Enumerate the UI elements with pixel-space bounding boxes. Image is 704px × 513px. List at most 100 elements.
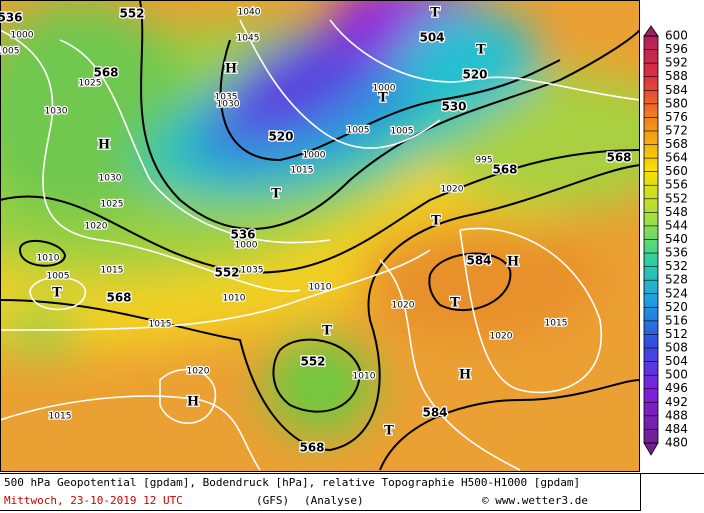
pressure-label: 1005 xyxy=(0,47,19,57)
pressure-center: T xyxy=(431,214,441,229)
geopotential-label: 536 xyxy=(230,228,255,242)
pressure-label: 1030 xyxy=(99,174,122,184)
pressure-center: H xyxy=(459,368,471,383)
pressure-label: 1010 xyxy=(353,372,376,382)
pressure-label: 1010 xyxy=(37,254,60,264)
colorbar-label: 576 xyxy=(665,110,688,124)
colorbar-label: 580 xyxy=(665,96,688,110)
pressure-label: 1020 xyxy=(187,367,210,377)
pressure-label: 1000 xyxy=(373,84,396,94)
geopotential-label: 568 xyxy=(299,441,324,455)
pressure-label: 1005 xyxy=(47,272,70,282)
colorbar-arrow-top xyxy=(643,25,659,37)
pressure-label: 1015 xyxy=(149,320,172,330)
pressure-label: 1035 xyxy=(215,93,238,103)
pressure-label: 1045 xyxy=(237,34,260,44)
colorbar-label: 480 xyxy=(665,436,688,450)
pressure-label: 1030 xyxy=(217,100,240,110)
colorbar-label: 572 xyxy=(665,123,688,137)
pressure-isobars xyxy=(0,19,640,471)
pressure-label: 1000 xyxy=(303,151,326,161)
colorbar-label: 488 xyxy=(665,408,688,422)
pressure-label: 1040 xyxy=(238,8,261,18)
pressure-center: H xyxy=(187,395,199,410)
geopotential-label: 536 xyxy=(0,11,23,25)
geopotential-label: 520 xyxy=(462,68,487,82)
colorbar-label: 568 xyxy=(665,137,688,151)
map-frame xyxy=(0,0,640,472)
geopotential-label: 584 xyxy=(466,254,491,268)
pressure-center: H xyxy=(225,62,237,77)
footer-date: Mittwoch, 23-10-2019 12 UTC xyxy=(4,494,183,507)
geopotential-contours xyxy=(0,0,640,471)
geopotential-label: 568 xyxy=(492,163,517,177)
geopotential-label: 552 xyxy=(300,355,325,369)
colorbar-label: 540 xyxy=(665,232,688,246)
pressure-center: T xyxy=(322,324,332,339)
colorbar-label: 512 xyxy=(665,327,688,341)
pressure-label: 1005 xyxy=(347,126,370,136)
pressure-center: T xyxy=(476,43,486,58)
geopotential-label: 520 xyxy=(268,130,293,144)
pressure-label: 1005 xyxy=(391,127,414,137)
colorbar-label: 484 xyxy=(665,422,688,436)
geopotential-label: 552 xyxy=(214,266,239,280)
colorbar-label: 600 xyxy=(665,29,688,43)
pressure-label: 1020 xyxy=(490,332,513,342)
colorbar-label: 564 xyxy=(665,151,688,165)
pressure-label: 1020 xyxy=(392,301,415,311)
colorbar-label: 584 xyxy=(665,83,688,97)
geopotential-label: 584 xyxy=(422,406,447,420)
colorbar-label: 556 xyxy=(665,178,688,192)
colorbar-label: 552 xyxy=(665,191,688,205)
geopotential-label: 504 xyxy=(419,31,444,45)
geopotential-label: 568 xyxy=(106,291,131,305)
pressure-center: H xyxy=(507,255,519,270)
geopotential-label: 530 xyxy=(441,100,466,114)
pressure-center: T xyxy=(450,296,460,311)
colorbar-label: 496 xyxy=(665,381,688,395)
pressure-label: 1020 xyxy=(85,222,108,232)
colorbar-label: 532 xyxy=(665,259,688,273)
colorbar-label: 536 xyxy=(665,246,688,260)
footer-credit: © www.wetter3.de xyxy=(482,494,588,507)
footer-description: 500 hPa Geopotential [gpdam], Bodendruck… xyxy=(4,476,580,489)
colorbar-arrow-bottom xyxy=(643,442,659,456)
colorbar-label: 544 xyxy=(665,218,688,232)
pressure-label: 1015 xyxy=(101,266,124,276)
colorbar-label: 524 xyxy=(665,286,688,300)
colorbar-label: 520 xyxy=(665,300,688,314)
pressure-label: 1015 xyxy=(545,319,568,329)
footer-run: (Analyse) xyxy=(304,494,364,507)
colorbar-label: 528 xyxy=(665,273,688,287)
colorbar-label: 560 xyxy=(665,164,688,178)
pressure-label: 1015 xyxy=(291,166,314,176)
pressure-label: 1025 xyxy=(79,79,102,89)
colorbar-label: 500 xyxy=(665,368,688,382)
pressure-label: 1000 xyxy=(11,31,34,41)
colorbar-label: 592 xyxy=(665,56,688,70)
pressure-center: H xyxy=(98,138,110,153)
colorbar-label: 588 xyxy=(665,69,688,83)
pressure-label: 1015 xyxy=(49,412,72,422)
colorbar-label: 508 xyxy=(665,341,688,355)
pressure-center: T xyxy=(271,187,281,202)
geopotential-label: 568 xyxy=(606,151,631,165)
pressure-label: 1030 xyxy=(45,107,68,117)
geopotential-label: 568 xyxy=(93,66,118,80)
colorbar-label: 516 xyxy=(665,313,688,327)
pressure-center: T xyxy=(52,286,62,301)
pressure-label: 1025 xyxy=(101,200,124,210)
pressure-center: T xyxy=(430,6,440,21)
pressure-label: 1000 xyxy=(235,241,258,251)
map-background xyxy=(0,0,640,472)
colorbar-label: 596 xyxy=(665,42,688,56)
colorbar-label: 548 xyxy=(665,205,688,219)
pressure-label: 1035 xyxy=(241,266,264,276)
pressure-label: 1020 xyxy=(441,185,464,195)
pressure-label: 995 xyxy=(475,156,492,166)
pressure-center: T xyxy=(384,424,394,439)
pressure-label: 1010 xyxy=(309,283,332,293)
